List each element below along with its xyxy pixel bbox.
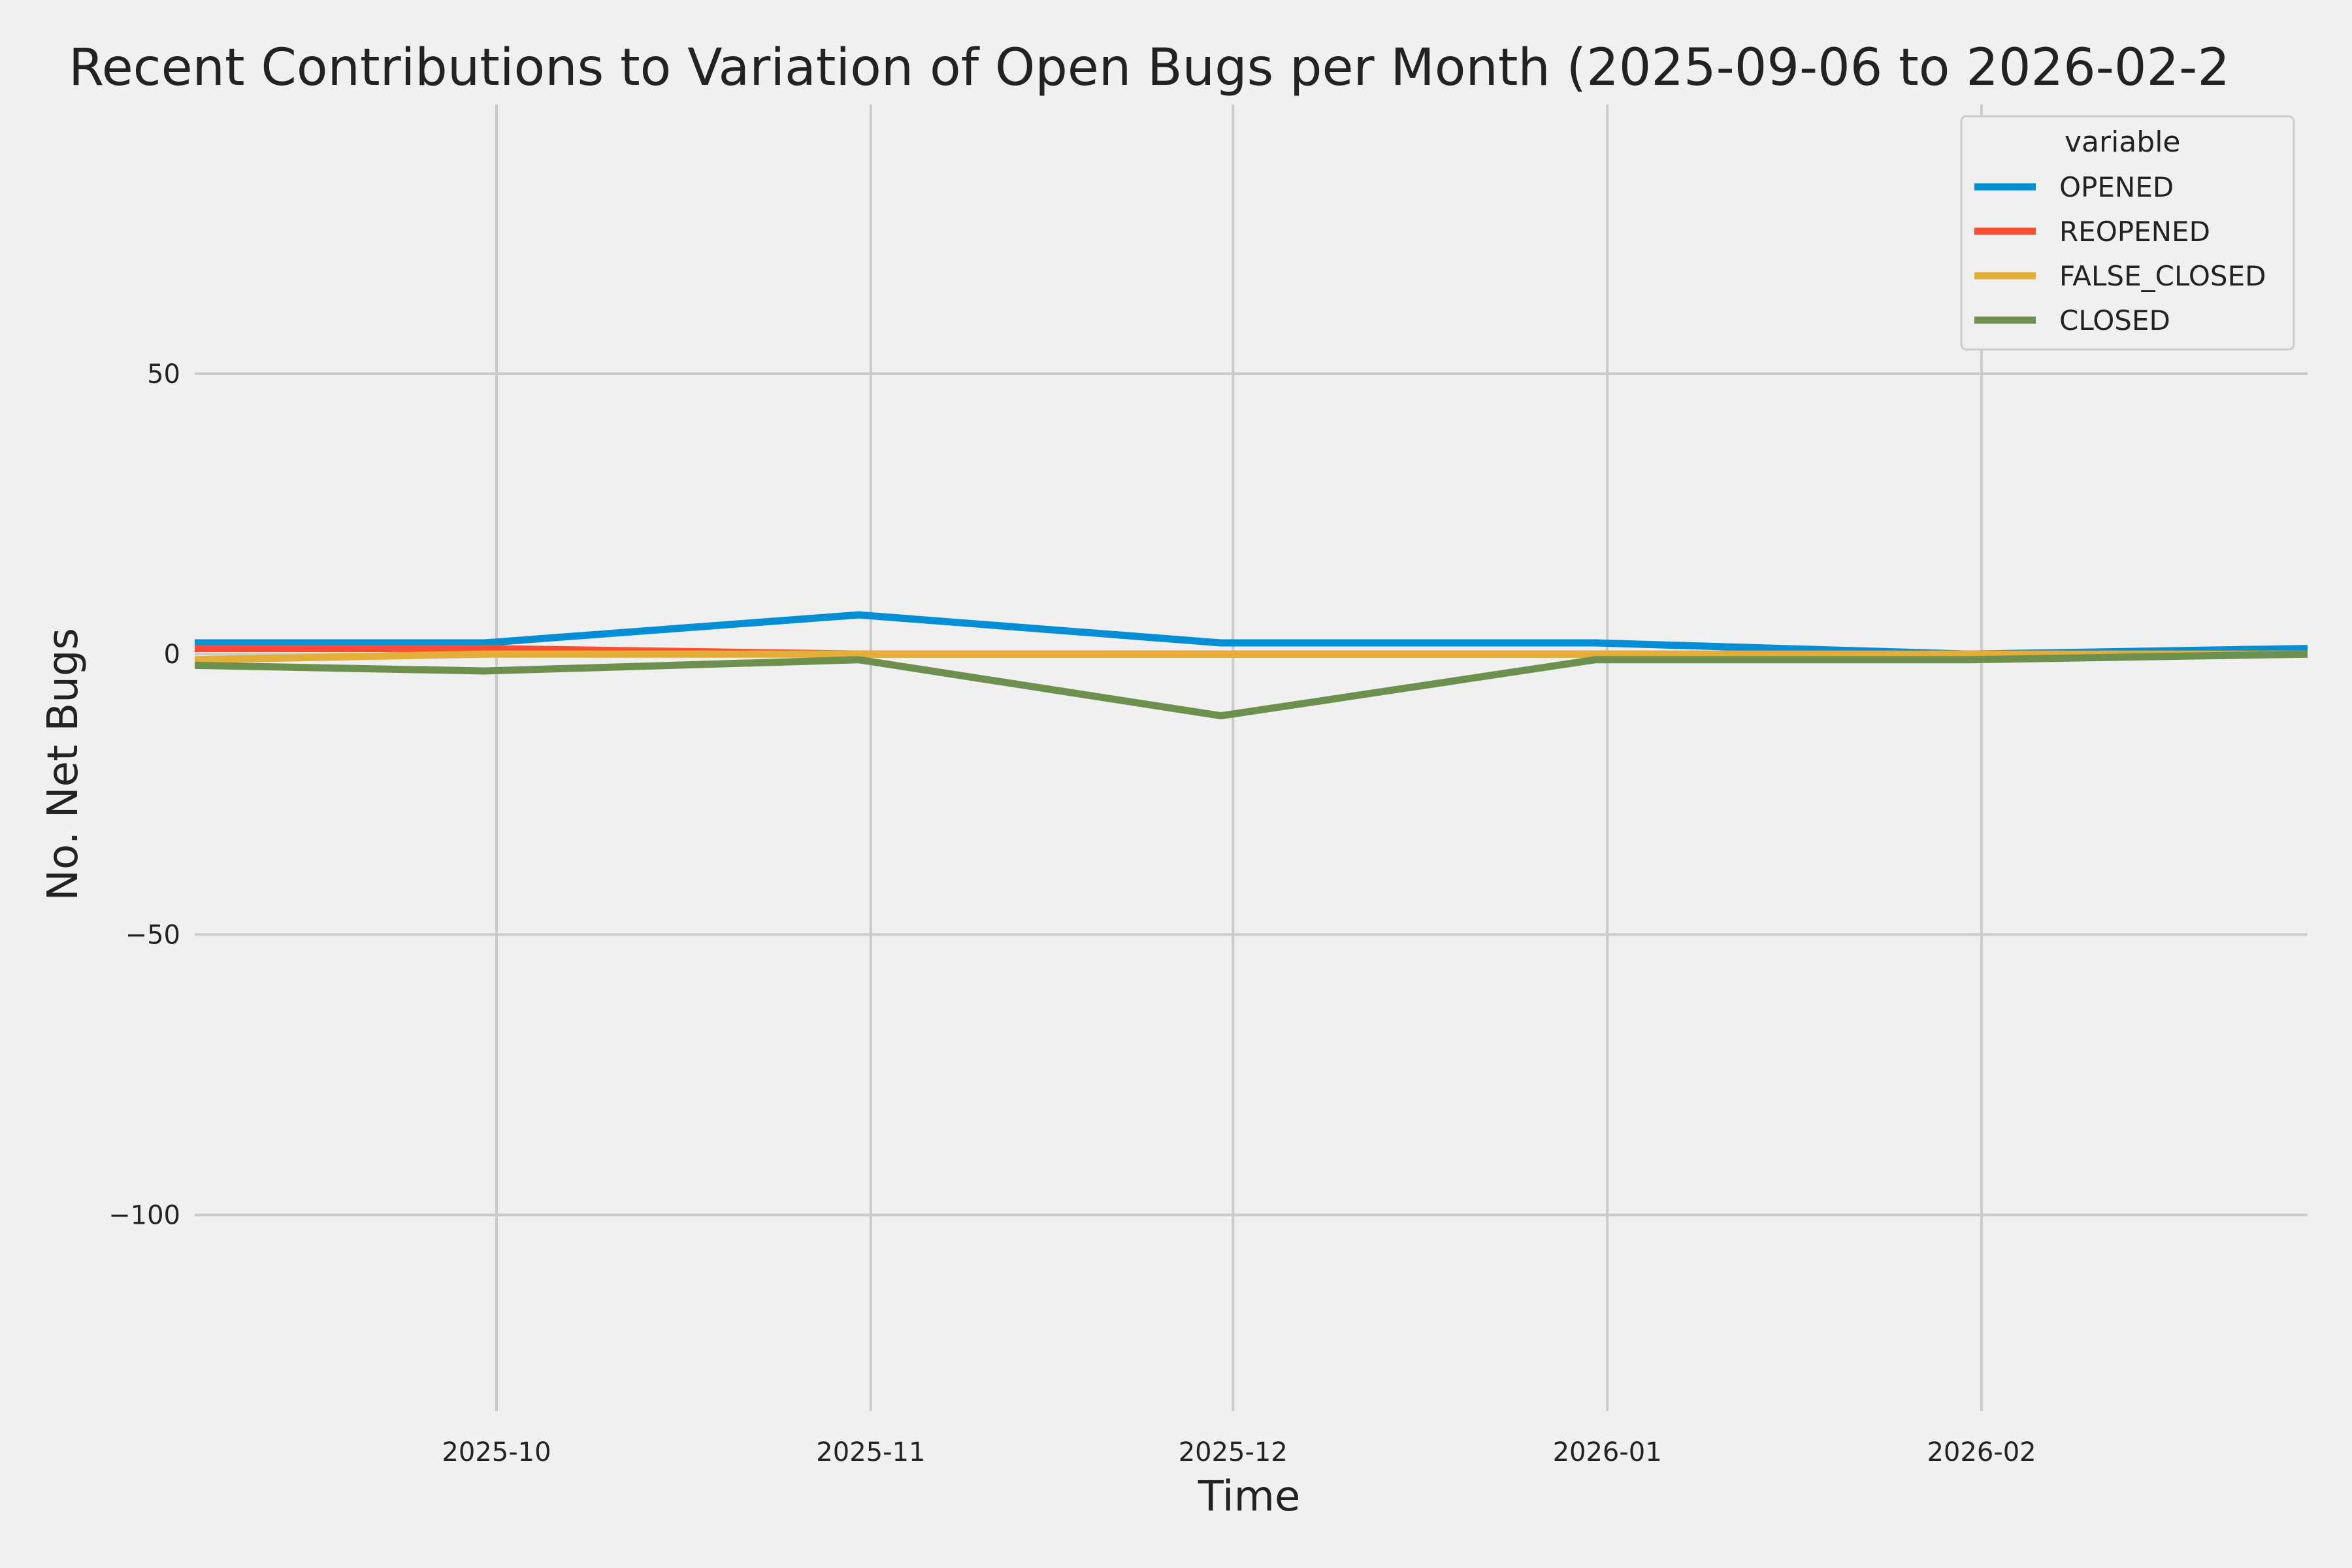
series-line-closed bbox=[194, 650, 2308, 720]
x-tick-label: 2025-12 bbox=[1179, 1437, 1288, 1467]
x-axis-title: Time bbox=[1198, 1473, 1301, 1521]
legend-box bbox=[1960, 115, 2295, 351]
x-tick-label: 2026-01 bbox=[1553, 1437, 1662, 1467]
y-axis-title: No. Net Bugs bbox=[39, 628, 88, 901]
x-tick-label: 2025-11 bbox=[816, 1437, 925, 1467]
legend-label-opened: OPENED bbox=[2059, 171, 2174, 203]
legend-title: variable bbox=[2065, 125, 2181, 159]
x-tick-label: 2026-02 bbox=[1927, 1437, 2036, 1467]
y-tick-label: 50 bbox=[147, 359, 180, 389]
legend: variable OPENED REOPENED FALSE_CLOSED CLOSE… bbox=[1960, 115, 2295, 351]
y-tick-label: −50 bbox=[125, 920, 180, 950]
tick-labels: 2025-10 2025-11 2025-12 2026-01 2026-02 50 0 −5… bbox=[108, 359, 2036, 1467]
chart-title: Recent Contributions to Variation of Ope… bbox=[69, 39, 2230, 97]
y-tick-label: −100 bbox=[108, 1201, 180, 1231]
series-lines bbox=[194, 611, 2308, 720]
legend-label-false-closed: FALSE_CLOSED bbox=[2059, 260, 2266, 292]
x-tick-label: 2025-10 bbox=[442, 1437, 551, 1467]
legend-label-closed: CLOSED bbox=[2059, 304, 2170, 336]
y-tick-label: 0 bbox=[164, 640, 180, 670]
legend-entries: OPENED REOPENED FALSE_CLOSED CLOSED bbox=[1974, 171, 2266, 336]
series-line-false-closed bbox=[194, 650, 2308, 664]
legend-label-reopened: REOPENED bbox=[2059, 216, 2210, 248]
